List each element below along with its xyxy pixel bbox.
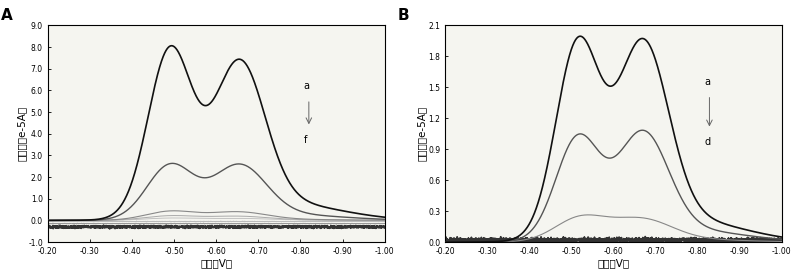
Text: a: a [304,81,310,91]
Text: f: f [304,135,307,145]
Text: A: A [1,8,12,23]
Text: B: B [398,8,410,23]
Text: d: d [704,137,710,147]
X-axis label: 电势（V）: 电势（V） [200,259,232,269]
Text: a: a [704,77,710,87]
X-axis label: 电势（V）: 电势（V） [598,259,630,269]
Y-axis label: 电流（１e-5A）: 电流（１e-5A） [17,106,26,161]
Y-axis label: 电流（１e-5A）: 电流（１e-5A） [417,106,426,161]
